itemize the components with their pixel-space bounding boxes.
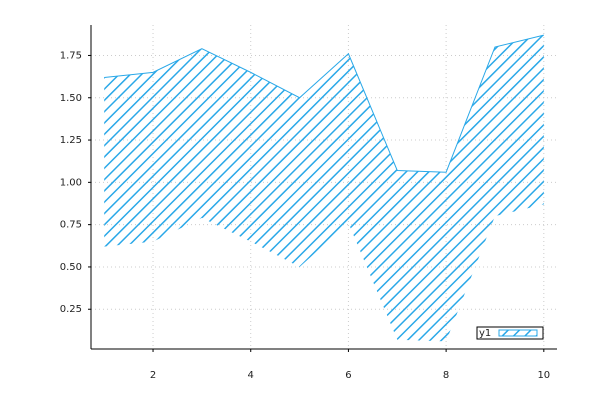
band-area — [104, 35, 544, 342]
y-tick-label: 0.75 — [60, 220, 82, 231]
y-tick-label: 0.25 — [60, 304, 82, 315]
plot — [104, 34, 544, 342]
y-tick-label: 1.75 — [60, 50, 82, 61]
band-upper-line — [104, 34, 544, 173]
x-tick-label: 2 — [150, 370, 156, 381]
legend-label: y1 — [479, 328, 491, 339]
legend: y1 — [476, 326, 544, 340]
x-tick-label: 8 — [443, 370, 449, 381]
y-tick-label: 0.50 — [60, 262, 82, 273]
x-tick-label: 4 — [248, 370, 254, 381]
y-tick-label: 1.50 — [60, 93, 82, 104]
y-tick-label: 1.25 — [60, 135, 82, 146]
y-tick-label: 1.00 — [60, 177, 82, 188]
x-tick-label: 6 — [345, 370, 351, 381]
legend-swatch — [498, 329, 538, 337]
x-tick-label: 10 — [537, 370, 550, 381]
